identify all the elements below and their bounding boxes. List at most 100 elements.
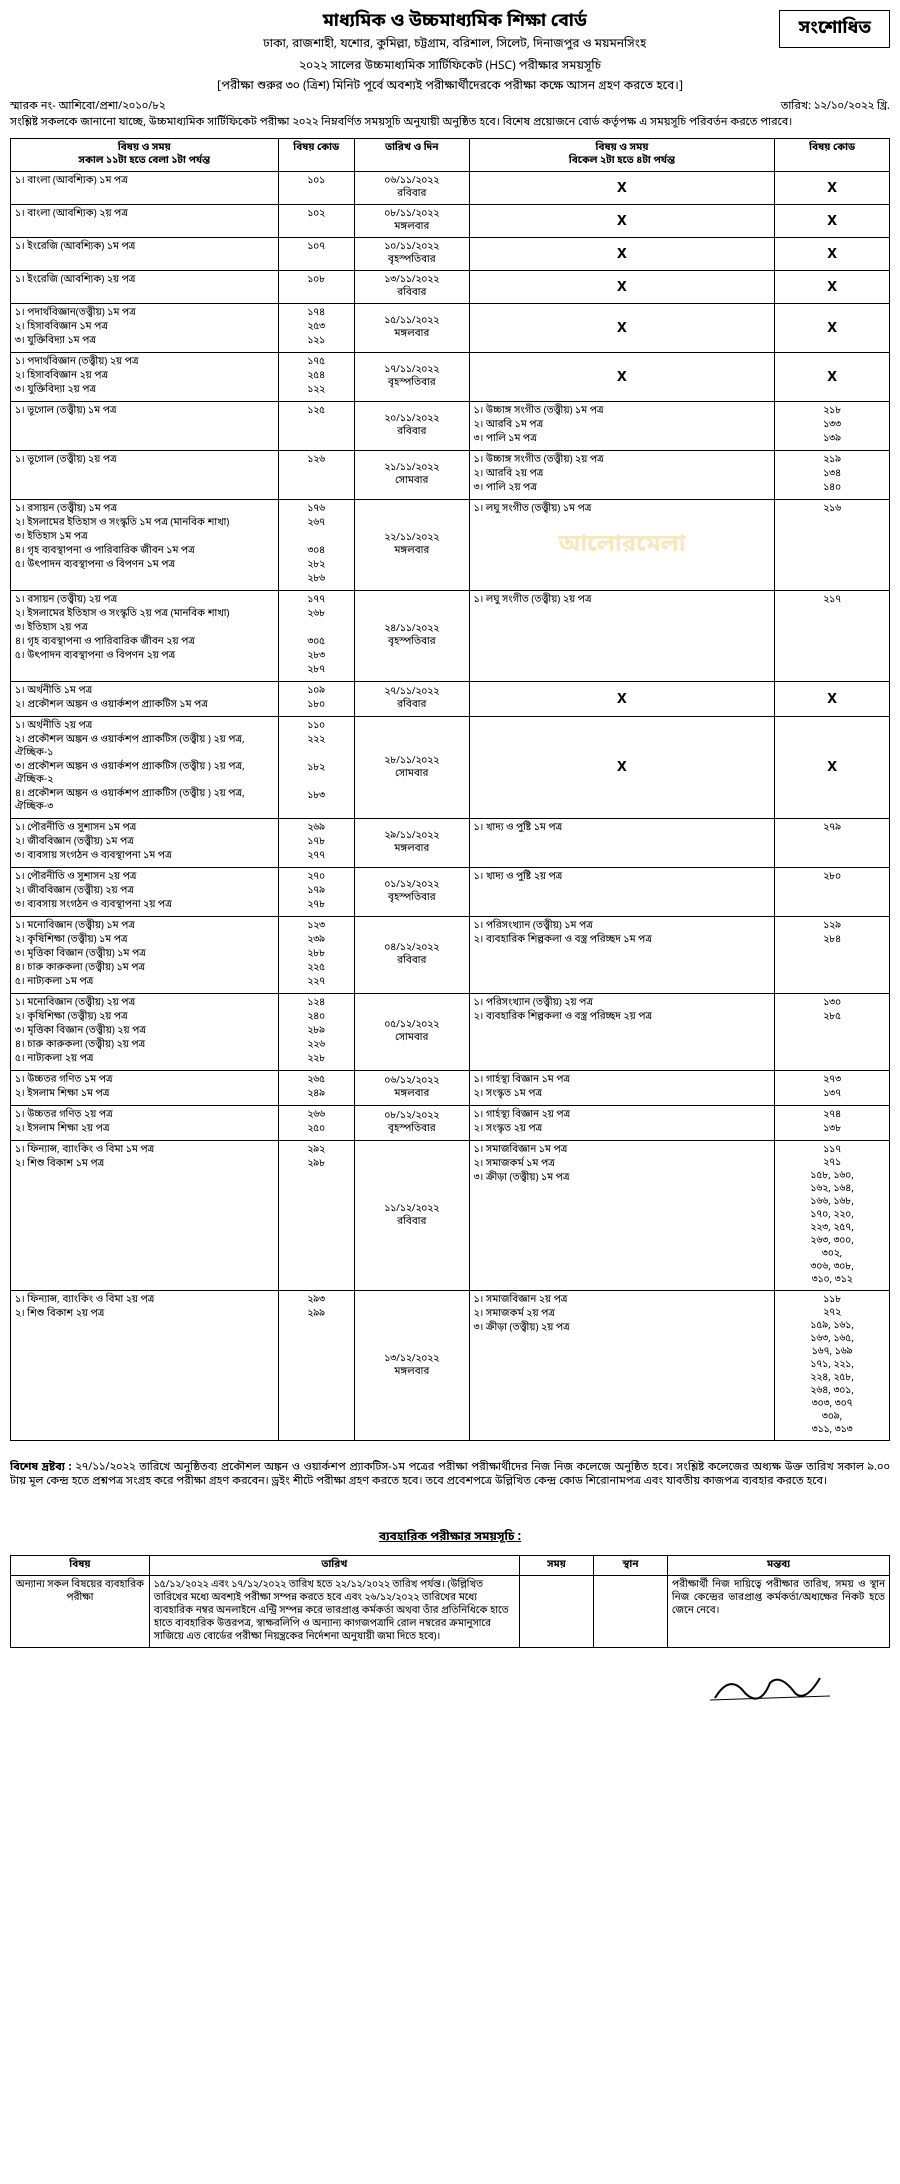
morning-codes: ২৬৯১৭৮২৭৭ — [278, 819, 354, 868]
morning-codes: ১০৯১৮০ — [278, 682, 354, 717]
morning-subjects: ১। অর্থনীতি ১ম পত্র২। প্রকৌশল অঙ্কন ও ওয… — [11, 682, 279, 717]
morning-codes: ১২৪২৪০২৮৯২২৬২২৮ — [278, 994, 354, 1071]
schedule-table: বিষয় ও সময়সকাল ১১টা হতে বেলা ১টা পর্যন… — [10, 138, 890, 1441]
p-col-place: স্থান — [593, 1556, 667, 1576]
morning-codes: ২৯২২৯৮ — [278, 1141, 354, 1291]
p-remark: পরীক্ষার্থী নিজ দায়িত্বে পরীক্ষার তারিখ… — [667, 1576, 889, 1648]
table-row: ১। রসায়ন (তত্ত্বীয়) ২য় পত্র২। ইসলামের… — [11, 591, 890, 682]
morning-subjects: ১। ফিন্যান্স, ব্যাংকিং ও বিমা ২য় পত্র২।… — [11, 1291, 279, 1441]
table-row: ১। উচ্চতর গণিত ২য় পত্র২। ইসলাম শিক্ষা ২… — [11, 1106, 890, 1141]
table-row: ১। ভূগোল (তত্ত্বীয়) ১ম পত্র১২৫২০/১১/২০২… — [11, 402, 890, 451]
exam-date: ০৬/১১/২০২২রবিবার — [354, 172, 469, 205]
table-row: ১। পৌরনীতি ও সুশাসন ১ম পত্র২। জীববিজ্ঞান… — [11, 819, 890, 868]
morning-codes: ১২৩২৩৯২৮৮২২৫২২৭ — [278, 917, 354, 994]
afternoon-subjects: ১। খাদ্য ও পুষ্টি ২য় পত্র — [469, 868, 775, 917]
morning-codes: ১৭৬২৬৭ ৩০৪২৮২২৮৬ — [278, 500, 354, 591]
afternoon-codes: X — [775, 304, 890, 353]
special-note: বিশেষ দ্রষ্টব্য : ২৭/১১/২০২২ তারিখে অনুষ… — [10, 1461, 890, 1489]
afternoon-codes: ২১৭ — [775, 591, 890, 682]
afternoon-subjects: ১। সমাজবিজ্ঞান ১ম পত্র২। সমাজকর্ম ১ম পত্… — [469, 1141, 775, 1291]
exam-date: ০৫/১২/২০২২সোমবার — [354, 994, 469, 1071]
afternoon-codes: X — [775, 682, 890, 717]
table-row: ১। উচ্চতর গণিত ১ম পত্র২। ইসলাম শিক্ষা ১ম… — [11, 1071, 890, 1106]
morning-codes: ২৬৫২৪৯ — [278, 1071, 354, 1106]
afternoon-codes: ২৭৪১৩৮ — [775, 1106, 890, 1141]
watermark: আলোরমেলা — [558, 529, 685, 561]
morning-codes: ১৭৭২৬৮ ৩০৫২৮৩২৮৭ — [278, 591, 354, 682]
afternoon-subjects: ১। উচ্চাঙ্গ সংগীত (তত্ত্বীয়) ১ম পত্র২। … — [469, 402, 775, 451]
afternoon-codes: X — [775, 271, 890, 304]
table-row: ১। ভূগোল (তত্ত্বীয়) ২য় পত্র১২৬২১/১১/২০… — [11, 451, 890, 500]
afternoon-codes: X — [775, 238, 890, 271]
table-body: ১। বাংলা (আবশ্যিক) ১ম পত্র১০১০৬/১১/২০২২র… — [11, 172, 890, 1441]
signature — [10, 1668, 890, 1713]
practical-title: ব্যবহারিক পরীক্ষার সময়সূচি : — [10, 1529, 890, 1545]
afternoon-subjects: X — [469, 717, 775, 819]
col-code1-header: বিষয় কোড — [278, 139, 354, 172]
table-row: ১। ফিন্যান্স, ব্যাংকিং ও বিমা ২য় পত্র২।… — [11, 1291, 890, 1441]
afternoon-codes: ২৭৯ — [775, 819, 890, 868]
table-row: ১। পদার্থবিজ্ঞান (তত্ত্বীয়) ২য় পত্র২। … — [11, 353, 890, 402]
practical-table: বিষয় তারিখ সময় স্থান মন্তব্য অন্যান্য … — [10, 1555, 890, 1648]
table-row: ১। বাংলা (আবশ্যিক) ১ম পত্র১০১০৬/১১/২০২২র… — [11, 172, 890, 205]
morning-codes: ২৯৩২৯৯ — [278, 1291, 354, 1441]
morning-codes: ২৬৬২৫০ — [278, 1106, 354, 1141]
afternoon-codes: X — [775, 205, 890, 238]
col-morning-header: বিষয় ও সময়সকাল ১১টা হতে বেলা ১টা পর্যন… — [11, 139, 279, 172]
meta-row: স্মারক নং- আশিবো/প্রশা/২০১০/৮২ তারিখ: ১২… — [10, 100, 890, 114]
morning-subjects: ১। রসায়ন (তত্ত্বীয়) ১ম পত্র২। ইসলামের … — [11, 500, 279, 591]
board-sub: ঢাকা, রাজশাহী, যশোর, কুমিল্লা, চট্টগ্রাম… — [130, 36, 779, 52]
table-row: ১। পৌরনীতি ও সুশাসন ২য় পত্র২। জীববিজ্ঞা… — [11, 868, 890, 917]
morning-subjects: ১। পৌরনীতি ও সুশাসন ২য় পত্র২। জীববিজ্ঞা… — [11, 868, 279, 917]
morning-subjects: ১। উচ্চতর গণিত ২য় পত্র২। ইসলাম শিক্ষা ২… — [11, 1106, 279, 1141]
morning-subjects: ১। উচ্চতর গণিত ১ম পত্র২। ইসলাম শিক্ষা ১ম… — [11, 1071, 279, 1106]
col-date-header: তারিখ ও দিন — [354, 139, 469, 172]
exam-date: ১৩/১১/২০২২রবিবার — [354, 271, 469, 304]
col-code2-header: বিষয় কোড — [775, 139, 890, 172]
table-row: ১। রসায়ন (তত্ত্বীয়) ১ম পত্র২। ইসলামের … — [11, 500, 890, 591]
afternoon-subjects: ১। খাদ্য ও পুষ্টি ১ম পত্র — [469, 819, 775, 868]
afternoon-codes: ১৩০২৮৫ — [775, 994, 890, 1071]
afternoon-subjects: X — [469, 172, 775, 205]
practical-row: অন্যান্য সকল বিষয়ের ব্যবহারিক পরীক্ষা ১… — [11, 1576, 890, 1648]
exam-line: ২০২২ সালের উচ্চমাধ্যমিক সার্টিফিকেট (HSC… — [10, 58, 890, 74]
p-col-remark: মন্তব্য — [667, 1556, 889, 1576]
morning-subjects: ১। ভূগোল (তত্ত্বীয়) ১ম পত্র — [11, 402, 279, 451]
board-title: মাধ্যমিক ও উচ্চমাধ্যমিক শিক্ষা বোর্ড — [130, 10, 779, 34]
exam-date: ০৮/১২/২০২২বৃহস্পতিবার — [354, 1106, 469, 1141]
afternoon-codes: ২১৬ — [775, 500, 890, 591]
board-title-block: মাধ্যমিক ও উচ্চমাধ্যমিক শিক্ষা বোর্ড ঢাক… — [130, 10, 779, 54]
exam-date: ০৬/১২/২০২২মঙ্গলবার — [354, 1071, 469, 1106]
afternoon-codes: ১১৭২৭১১৫৮, ১৬০,১৬২, ১৬৪,১৬৬, ১৬৮,১৭০, ২২… — [775, 1141, 890, 1291]
issue-date: তারিখ: ১২/১০/২০২২ খ্রি. — [781, 100, 890, 114]
afternoon-codes: ১১৮২৭২১৫৯, ১৬১,১৬৩, ১৬৫,১৬৭, ১৬৯১৭১, ২২১… — [775, 1291, 890, 1441]
afternoon-subjects: ১। লঘু সংগীত (তত্ত্বীয়) ১ম পত্রআলোরমেলা — [469, 500, 775, 591]
table-row: ১। মনোবিজ্ঞান (তত্ত্বীয়) ১ম পত্র২। কৃষি… — [11, 917, 890, 994]
morning-codes: ১২৬ — [278, 451, 354, 500]
morning-codes: ১২৫ — [278, 402, 354, 451]
p-place — [593, 1576, 667, 1648]
afternoon-subjects: X — [469, 205, 775, 238]
table-header: বিষয় ও সময়সকাল ১১টা হতে বেলা ১টা পর্যন… — [11, 139, 890, 172]
col-afternoon-header: বিষয় ও সময়বিকেল ২টা হতে ৪টা পর্যন্ত — [469, 139, 775, 172]
morning-subjects: ১। ইংরেজি (আবশ্যিক) ২য় পত্র — [11, 271, 279, 304]
header-row: মাধ্যমিক ও উচ্চমাধ্যমিক শিক্ষা বোর্ড ঢাক… — [10, 10, 890, 54]
morning-subjects: ১। রসায়ন (তত্ত্বীয়) ২য় পত্র২। ইসলামের… — [11, 591, 279, 682]
morning-subjects: ১। বাংলা (আবশ্যিক) ১ম পত্র — [11, 172, 279, 205]
table-row: ১। ইংরেজি (আবশ্যিক) ১ম পত্র১০৭১০/১১/২০২২… — [11, 238, 890, 271]
afternoon-subjects: ১। সমাজবিজ্ঞান ২য় পত্র২। সমাজকর্ম ২য় প… — [469, 1291, 775, 1441]
afternoon-codes: ২৭৩১৩৭ — [775, 1071, 890, 1106]
morning-subjects: ১। মনোবিজ্ঞান (তত্ত্বীয়) ২য় পত্র২। কৃষ… — [11, 994, 279, 1071]
table-row: ১। ইংরেজি (আবশ্যিক) ২য় পত্র১০৮১৩/১১/২০২… — [11, 271, 890, 304]
morning-subjects: ১। পদার্থবিজ্ঞান (তত্ত্বীয়) ২য় পত্র২। … — [11, 353, 279, 402]
table-row: ১। মনোবিজ্ঞান (তত্ত্বীয়) ২য় পত্র২। কৃষ… — [11, 994, 890, 1071]
table-row: ১। অর্থনীতি ১ম পত্র২। প্রকৌশল অঙ্কন ও ওয… — [11, 682, 890, 717]
p-date-text: ১৫/১২/২০২২ এবং ১৭/১২/২০২২ তারিখ হতে ২২/১… — [149, 1576, 519, 1648]
morning-codes: ১৭৫২৫৪১২২ — [278, 353, 354, 402]
exam-date: ০৪/১২/২০২২রবিবার — [354, 917, 469, 994]
table-row: ১। পদার্থবিজ্ঞান(তত্ত্বীয়) ১ম পত্র২। হি… — [11, 304, 890, 353]
p-subject: অন্যান্য সকল বিষয়ের ব্যবহারিক পরীক্ষা — [11, 1576, 150, 1648]
morning-codes: ১১০২২২ ১৮২ ১৮৩ — [278, 717, 354, 819]
exam-date: ২৭/১১/২০২২রবিবার — [354, 682, 469, 717]
exam-date: ২৯/১১/২০২২মঙ্গলবার — [354, 819, 469, 868]
